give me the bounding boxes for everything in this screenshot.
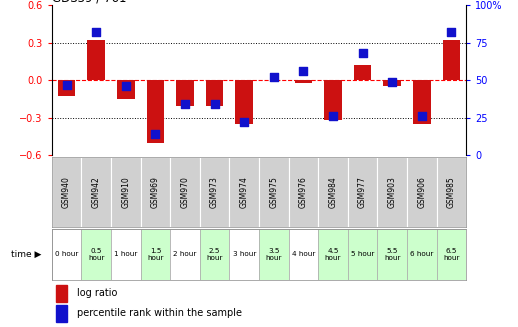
Text: GDS39 / 761: GDS39 / 761 bbox=[52, 0, 126, 5]
Point bbox=[92, 29, 100, 35]
Text: GSM977: GSM977 bbox=[358, 176, 367, 208]
Bar bbox=[348, 157, 378, 227]
Bar bbox=[52, 229, 81, 280]
Bar bbox=[117, 80, 135, 99]
Point bbox=[299, 68, 308, 74]
Text: GSM903: GSM903 bbox=[387, 176, 397, 208]
Bar bbox=[57, 80, 76, 96]
Bar bbox=[348, 229, 378, 280]
Text: GSM906: GSM906 bbox=[418, 176, 426, 208]
Point bbox=[270, 75, 278, 80]
Text: GSM985: GSM985 bbox=[447, 176, 456, 208]
Text: GSM973: GSM973 bbox=[210, 176, 219, 208]
Bar bbox=[52, 157, 81, 227]
Text: 4.5
hour: 4.5 hour bbox=[325, 248, 341, 261]
Bar bbox=[437, 229, 466, 280]
Point bbox=[122, 83, 130, 89]
Text: 3.5
hour: 3.5 hour bbox=[266, 248, 282, 261]
Bar bbox=[170, 157, 200, 227]
Bar bbox=[140, 157, 170, 227]
Text: 6 hour: 6 hour bbox=[410, 251, 434, 257]
Bar bbox=[81, 157, 111, 227]
Bar bbox=[176, 80, 194, 106]
Point bbox=[210, 102, 219, 107]
Bar bbox=[111, 157, 140, 227]
Text: GSM940: GSM940 bbox=[62, 176, 71, 208]
Bar bbox=[259, 229, 289, 280]
Bar bbox=[229, 157, 259, 227]
Text: GSM942: GSM942 bbox=[92, 176, 100, 208]
Text: GSM969: GSM969 bbox=[151, 176, 160, 208]
Text: 2.5
hour: 2.5 hour bbox=[206, 248, 223, 261]
Point bbox=[151, 132, 160, 137]
Bar bbox=[200, 229, 229, 280]
Bar bbox=[437, 157, 466, 227]
Bar bbox=[318, 157, 348, 227]
Bar bbox=[56, 305, 66, 322]
Point bbox=[358, 50, 367, 56]
Text: 2 hour: 2 hour bbox=[174, 251, 197, 257]
Bar bbox=[324, 80, 342, 120]
Text: GSM910: GSM910 bbox=[121, 176, 131, 208]
Bar bbox=[295, 80, 312, 83]
Text: 5.5
hour: 5.5 hour bbox=[384, 248, 400, 261]
Bar bbox=[111, 229, 140, 280]
Point bbox=[329, 113, 337, 119]
Text: 0.5
hour: 0.5 hour bbox=[88, 248, 105, 261]
Text: 3 hour: 3 hour bbox=[233, 251, 256, 257]
Bar bbox=[200, 157, 229, 227]
Text: GSM975: GSM975 bbox=[269, 176, 278, 208]
Bar bbox=[259, 157, 289, 227]
Bar bbox=[140, 229, 170, 280]
Bar bbox=[206, 80, 223, 106]
Point bbox=[447, 29, 455, 35]
Bar bbox=[289, 157, 318, 227]
Text: GSM984: GSM984 bbox=[328, 176, 338, 208]
Bar bbox=[318, 229, 348, 280]
Bar bbox=[383, 80, 401, 86]
Point bbox=[418, 113, 426, 119]
Point bbox=[388, 79, 396, 84]
Bar bbox=[229, 229, 259, 280]
Bar bbox=[56, 285, 66, 301]
Text: 5 hour: 5 hour bbox=[351, 251, 375, 257]
Bar bbox=[407, 229, 437, 280]
Text: percentile rank within the sample: percentile rank within the sample bbox=[77, 308, 242, 318]
Text: time ▶: time ▶ bbox=[11, 250, 41, 259]
Text: 0 hour: 0 hour bbox=[55, 251, 78, 257]
Point bbox=[240, 120, 248, 125]
Bar bbox=[378, 229, 407, 280]
Text: GSM976: GSM976 bbox=[299, 176, 308, 208]
Bar bbox=[354, 65, 371, 80]
Bar bbox=[413, 80, 430, 124]
Point bbox=[63, 82, 71, 87]
Bar bbox=[147, 80, 164, 143]
Bar bbox=[235, 80, 253, 124]
Bar bbox=[81, 229, 111, 280]
Bar bbox=[88, 40, 105, 80]
Text: GSM974: GSM974 bbox=[240, 176, 249, 208]
Text: 1 hour: 1 hour bbox=[114, 251, 137, 257]
Bar bbox=[170, 229, 200, 280]
Point bbox=[181, 102, 189, 107]
Text: 1.5
hour: 1.5 hour bbox=[147, 248, 164, 261]
Bar bbox=[407, 157, 437, 227]
Text: 6.5
hour: 6.5 hour bbox=[443, 248, 459, 261]
Text: log ratio: log ratio bbox=[77, 288, 117, 298]
Text: GSM970: GSM970 bbox=[180, 176, 190, 208]
Bar bbox=[442, 40, 461, 80]
Bar bbox=[378, 157, 407, 227]
Text: 4 hour: 4 hour bbox=[292, 251, 315, 257]
Bar bbox=[289, 229, 318, 280]
